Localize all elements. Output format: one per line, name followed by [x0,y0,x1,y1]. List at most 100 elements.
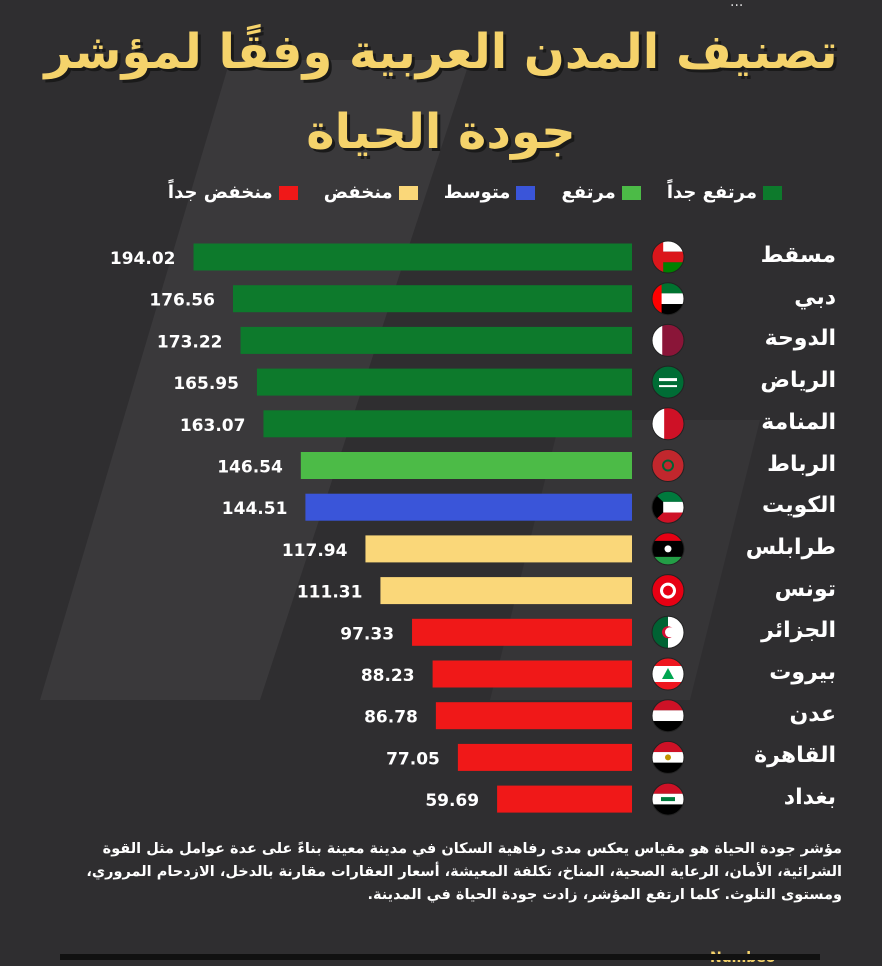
legend-item-low: منخفض [324,182,418,203]
uae-flag [652,282,684,315]
city-label: طرابلس [745,534,836,560]
city-label: الكويت [762,493,836,519]
flag-border [651,532,685,566]
flag-part [662,459,674,472]
value-label: 144.51 [222,499,288,519]
flag-border [651,282,685,316]
flag-part [652,366,684,399]
city-label: الرباط [767,451,836,477]
flag-icon [651,407,685,441]
yemen-flag [652,699,684,732]
flag-border [651,782,685,816]
city-label: الجزائر [761,618,836,644]
flag-part [652,762,684,774]
city-label: دبي [794,284,836,310]
flag-border [651,574,685,608]
city-label: بغداد [783,785,836,811]
flag-part [652,407,665,440]
flag-border [651,699,685,733]
morocco-flag [652,449,684,482]
legend-label: منخفض جداً [167,182,273,203]
legend-swatch [621,185,641,200]
flag-part [652,282,684,294]
flag-icon [651,365,685,399]
flag-border [651,615,685,649]
legend-swatch [278,185,298,200]
saudi-flag [652,366,684,399]
cropped-header-text: ... [730,0,744,10]
flag-part [661,797,675,802]
flag-part [652,491,664,524]
legend-item-very-high: مرتفع جداً [667,182,782,203]
bar [380,577,632,605]
bar [412,618,632,646]
flag-part [652,293,684,305]
bar-chart: 194.02 176.56 173.22 165.95 163.07 146.54 144.… [110,240,685,816]
value-label: 59.69 [425,791,479,811]
flag-part [652,532,684,541]
lebanon-flag [652,658,684,690]
flag-part [665,627,675,638]
flag-part [652,262,684,273]
flag-icon [651,699,685,733]
flag-border [651,740,685,774]
flag-part [652,304,684,315]
city-label: الدوحة [764,326,836,352]
bahrain-flag [652,407,684,440]
flag-part [652,804,684,816]
flag-border [651,323,685,357]
flag-icon [651,740,685,774]
bar [300,452,632,479]
flag-part [652,556,684,565]
city-label: تونس [774,576,836,602]
footnote: مؤشر جودة الحياة هو مقياس يعكس مدى رفاهي… [86,841,842,903]
flag-part [652,491,684,502]
legend-item-very-low: منخفض جداً [168,182,298,203]
libya-flag [652,532,684,565]
bar [457,743,632,771]
bar [263,410,632,438]
flag-icon [651,323,685,357]
value-label: 163.07 [180,416,246,436]
flag-icon [651,574,685,608]
value-label: 146.54 [217,458,283,478]
legend: مرتفع جداً مرتفع متوسط منخفض منخفض جداً [168,182,782,203]
flag-part [652,324,663,357]
bar [305,493,632,521]
legend-label: مرتفع جداً [666,182,757,203]
flag-part [652,710,684,722]
city-label: القاهرة [754,743,836,769]
flag-icon [651,782,685,816]
value-label: 117.94 [282,541,348,561]
bar [365,535,632,563]
flag-part [665,754,671,761]
legend-item-high: مرتفع [561,182,641,203]
value-label: 165.95 [173,374,239,394]
flag-icon [651,532,685,566]
kuwait-flag [652,491,684,524]
value-label: 88.23 [361,666,415,686]
flag-border [651,490,685,524]
flag-border [651,240,685,274]
city-label: بيروت [769,660,836,685]
qatar-flag [652,324,684,357]
flag-icon [651,615,685,649]
value-label: 111.31 [297,583,363,603]
iraq-flag [652,783,684,816]
city-label: الرياض [760,368,836,394]
city-label: عدن [789,701,836,727]
title-line-2: جودة الحياة [306,104,576,160]
flag-border [651,449,685,482]
flag-part [663,585,673,596]
legend-swatch [763,185,782,200]
flag-part [652,501,684,513]
flag-border [651,365,685,399]
flag-border [651,407,685,441]
bar [256,368,632,396]
oman-flag [652,241,684,273]
value-label: 176.56 [149,291,215,311]
flag-icon [651,490,685,524]
flag-icon [651,449,685,482]
flag-part [652,241,664,273]
legend-label: منخفض [323,182,393,203]
